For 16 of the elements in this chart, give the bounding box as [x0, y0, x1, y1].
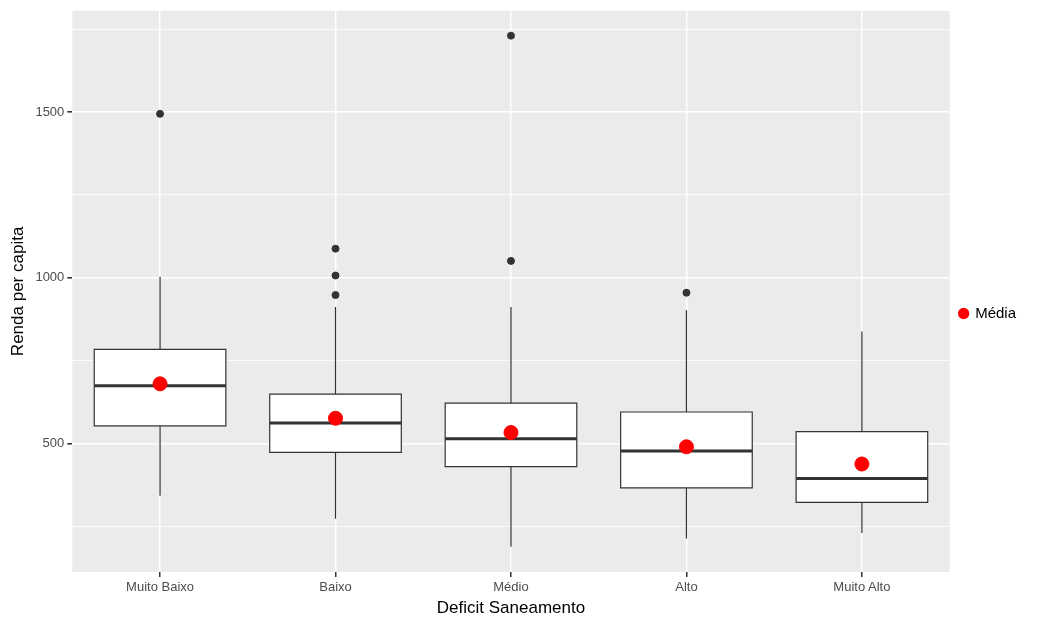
- x-axis-title: Deficit Saneamento: [436, 598, 586, 618]
- x-tick-label: Muito Alto: [833, 579, 891, 595]
- y-axis-title: Renda per capita: [7, 226, 27, 357]
- point: [503, 425, 519, 441]
- x-tick-label: Muito Baixo: [126, 579, 195, 595]
- point: [854, 456, 870, 472]
- point: [678, 439, 694, 455]
- x-tick-label: Alto: [675, 579, 698, 595]
- point: [152, 376, 168, 392]
- y-tick-label: 1500: [35, 103, 65, 119]
- x-tick-label: Baixo: [319, 579, 352, 595]
- point: [328, 410, 344, 426]
- y-tick-label: 1000: [35, 269, 65, 285]
- legend-label: Média: [975, 303, 1017, 321]
- x-tick-label: Médio: [493, 579, 529, 595]
- y-tick-label: 500: [42, 435, 65, 451]
